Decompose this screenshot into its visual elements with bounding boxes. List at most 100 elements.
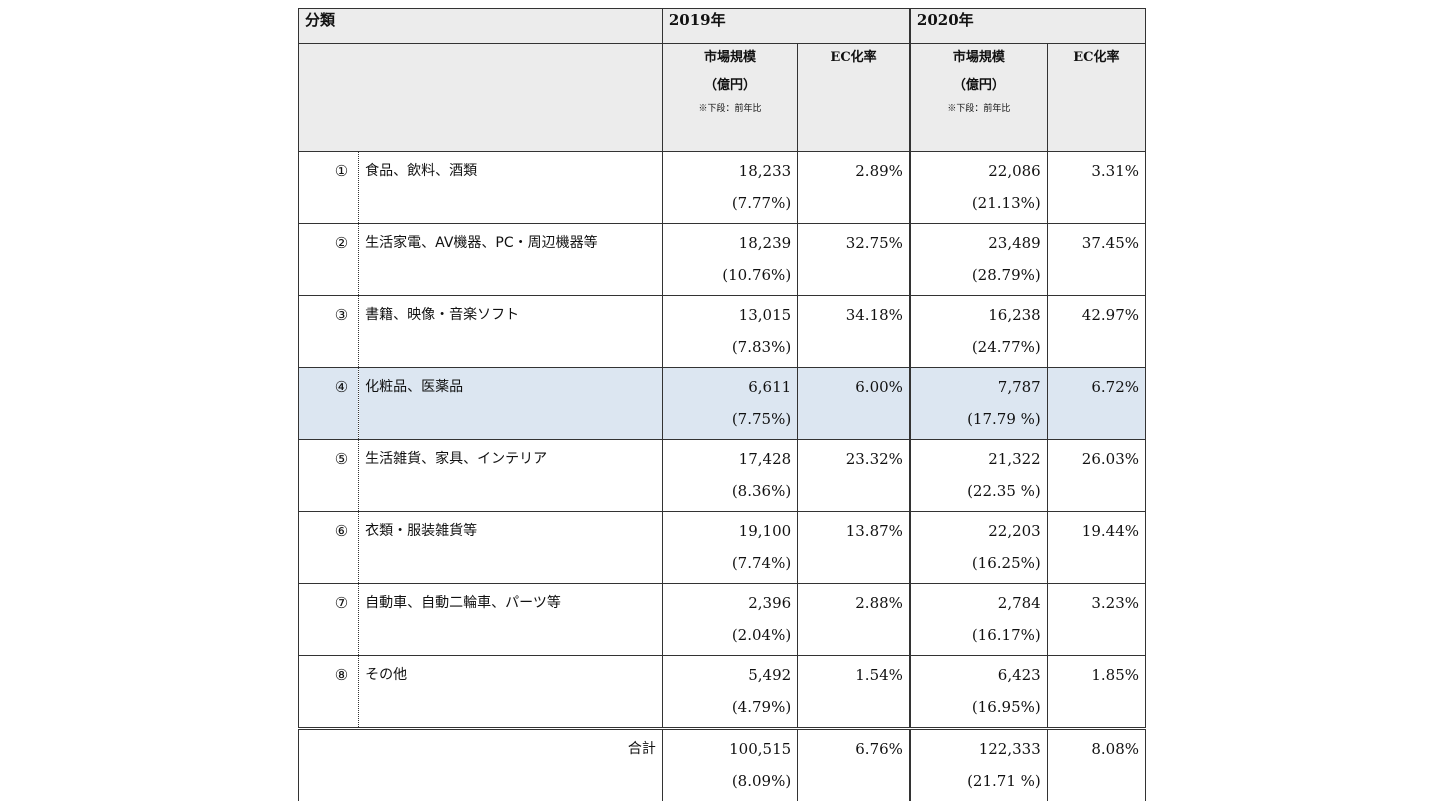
category-header: 分類 bbox=[298, 8, 663, 44]
market-size-label: 市場規模 bbox=[952, 50, 1005, 65]
ec-rate-2019-cell: 6.00% bbox=[797, 367, 911, 440]
market-size-2019-cell-value: 17,428 bbox=[738, 450, 792, 468]
row-number: ① bbox=[297, 151, 360, 224]
header-row-years: 分類 2019年 2020年 bbox=[298, 8, 1146, 44]
row-number: ④ bbox=[297, 367, 360, 440]
market-size-2019-cell-value: (8.36%) bbox=[731, 482, 792, 500]
market-size-2020-header: 市場規模 （億円） ※下段：前年比 bbox=[908, 43, 1048, 152]
ec-rate-2019-header: EC化率 bbox=[797, 43, 911, 152]
market-size-2020-cell-value: (22.35 %) bbox=[967, 482, 1041, 500]
market-size-2020-cell-value: 22,086 bbox=[988, 162, 1041, 180]
total-label: 合計 bbox=[298, 727, 663, 801]
total-ec-rate-2020: 8.08% bbox=[1046, 727, 1147, 801]
ec-rate-2020-header: EC化率 bbox=[1046, 43, 1147, 152]
row-category: 書籍、映像・音楽ソフト bbox=[358, 295, 663, 368]
market-size-2019-cell: 6,611 (7.75%) bbox=[661, 367, 799, 440]
market-size-2020-cell-value: 23,489 bbox=[988, 234, 1041, 252]
unit-label: （億円） bbox=[704, 78, 757, 93]
market-size-2019-cell: 18,233 (7.77%) bbox=[661, 151, 799, 224]
market-size-2020-cell-value: (28.79%) bbox=[971, 266, 1041, 284]
market-size-2019-header: 市場規模 （億円） ※下段：前年比 bbox=[661, 43, 799, 152]
market-size-2020-cell-value: (21.13%) bbox=[971, 194, 1041, 212]
market-size-2020-cell-value: 21,322 bbox=[988, 450, 1041, 468]
total-market-size-2019-value: 100,515 bbox=[729, 740, 792, 758]
year-2019-header: 2019年 bbox=[661, 8, 911, 44]
table-row: ③ 書籍、映像・音楽ソフト 13,015 (7.83%) 34.18% 16,238 (24… bbox=[297, 295, 1147, 368]
market-size-2019-cell: 2,396 (2.04%) bbox=[661, 583, 799, 656]
ec-rate-2019-cell: 1.54% bbox=[797, 655, 911, 729]
table-row: ⑥ 衣類・服装雑貨等 19,100 (7.74%) 13.87% 22,203 (16.25… bbox=[297, 511, 1147, 584]
market-size-2020-cell: 21,322 (22.35 %) bbox=[908, 439, 1048, 512]
table-row: ⑧ その他 5,492 (4.79%) 1.54% 6,423 (16.95%) 1.85% bbox=[297, 655, 1147, 729]
ec-rate-2020-cell: 26.03% bbox=[1046, 439, 1147, 512]
market-size-2020-cell-value: (16.95%) bbox=[971, 698, 1041, 716]
market-size-2020-cell-value: 7,787 bbox=[997, 378, 1041, 396]
table-row: ⑤ 生活雑貨、家具、インテリア 17,428 (8.36%) 23.32% 21,322 (… bbox=[297, 439, 1147, 512]
market-size-2020-cell-value: (24.77%) bbox=[971, 338, 1041, 356]
ec-rate-2020-cell: 1.85% bbox=[1046, 655, 1147, 729]
header-row-columns: 市場規模 （億円） ※下段：前年比 EC化率 市場規模 （億円） ※下段：前年比… bbox=[298, 43, 1147, 152]
table-row: ① 食品、飲料、酒類 18,233 (7.77%) 2.89% 22,086 (21.13%… bbox=[297, 151, 1147, 224]
market-size-2019-cell-value: 19,100 bbox=[738, 522, 792, 540]
market-size-2019-cell: 18,239 (10.76%) bbox=[661, 223, 799, 296]
market-size-2020-cell: 22,203 (16.25%) bbox=[908, 511, 1048, 584]
header-blank-cell bbox=[298, 43, 663, 152]
ec-rate-2019-cell: 13.87% bbox=[797, 511, 911, 584]
market-size-2020-cell-value: 6,423 bbox=[997, 666, 1041, 684]
ec-rate-2020-cell: 37.45% bbox=[1046, 223, 1147, 296]
market-size-2019-cell-value: (10.76%) bbox=[722, 266, 792, 284]
market-size-2019-cell-value: (7.74%) bbox=[731, 554, 792, 572]
row-number: ⑦ bbox=[297, 583, 360, 656]
row-category: 生活雑貨、家具、インテリア bbox=[358, 439, 663, 512]
market-size-2019-cell-value: (7.83%) bbox=[731, 338, 792, 356]
row-category: 衣類・服装雑貨等 bbox=[358, 511, 663, 584]
row-number: ⑧ bbox=[297, 655, 360, 729]
market-size-2020-cell-value: 22,203 bbox=[988, 522, 1041, 540]
market-size-2019-cell: 17,428 (8.36%) bbox=[661, 439, 799, 512]
market-size-2020-cell: 23,489 (28.79%) bbox=[908, 223, 1048, 296]
ec-market-table: 分類 2019年 2020年 市場規模 （億円） ※下段：前年比 EC化率 市場… bbox=[297, 8, 1147, 801]
market-size-2019-cell-value: 18,239 bbox=[738, 234, 792, 252]
market-size-2020-cell-value: 2,784 bbox=[997, 594, 1041, 612]
row-category: 食品、飲料、酒類 bbox=[358, 151, 663, 224]
total-market-size-2019: 100,515 (8.09%) bbox=[661, 727, 799, 801]
market-size-2019-cell-value: (4.79%) bbox=[731, 698, 792, 716]
note-label: ※下段：前年比 bbox=[698, 104, 762, 114]
unit-label: （億円） bbox=[952, 78, 1005, 93]
market-size-2020-cell-value: (16.17%) bbox=[971, 626, 1041, 644]
market-size-2020-cell: 2,784 (16.17%) bbox=[908, 583, 1048, 656]
market-size-2019-cell-value: 5,492 bbox=[748, 666, 792, 684]
ec-rate-2019-cell: 2.88% bbox=[797, 583, 911, 656]
ec-rate-2019-cell: 32.75% bbox=[797, 223, 911, 296]
market-size-2019-cell-value: 6,611 bbox=[748, 378, 792, 396]
table-row: ④ 化粧品、医薬品 6,611 (7.75%) 6.00% 7,787 (17.79 %) 6… bbox=[297, 367, 1147, 440]
ec-rate-2020-cell: 3.31% bbox=[1046, 151, 1147, 224]
ec-rate-2019-cell: 2.89% bbox=[797, 151, 911, 224]
market-size-2019-cell-value: (2.04%) bbox=[731, 626, 792, 644]
market-size-label: 市場規模 bbox=[704, 50, 757, 65]
market-size-2019-cell: 5,492 (4.79%) bbox=[661, 655, 799, 729]
row-number: ② bbox=[297, 223, 360, 296]
row-category: 化粧品、医薬品 bbox=[358, 367, 663, 440]
row-number: ⑥ bbox=[297, 511, 360, 584]
market-size-2019-cell-value: (7.77%) bbox=[731, 194, 792, 212]
market-size-2020-cell: 7,787 (17.79 %) bbox=[908, 367, 1048, 440]
row-number: ③ bbox=[297, 295, 360, 368]
row-category: その他 bbox=[358, 655, 663, 729]
row-number: ⑤ bbox=[297, 439, 360, 512]
market-size-2019-cell: 19,100 (7.74%) bbox=[661, 511, 799, 584]
market-size-2019-cell-value: 13,015 bbox=[738, 306, 792, 324]
year-2020-header: 2020年 bbox=[908, 8, 1146, 44]
total-market-size-2020: 122,333 (21.71 %) bbox=[908, 727, 1048, 801]
ec-rate-2019-cell: 34.18% bbox=[797, 295, 911, 368]
market-size-2019-cell-value: (7.75%) bbox=[731, 410, 792, 428]
market-size-2019-cell: 13,015 (7.83%) bbox=[661, 295, 799, 368]
row-category: 自動車、自動二輪車、パーツ等 bbox=[358, 583, 663, 656]
total-market-size-2020-value: 122,333 bbox=[978, 740, 1041, 758]
market-size-2020-cell-value: 16,238 bbox=[988, 306, 1041, 324]
market-size-2020-cell: 22,086 (21.13%) bbox=[908, 151, 1048, 224]
ec-rate-2020-cell: 19.44% bbox=[1046, 511, 1147, 584]
total-row: 合計 100,515 (8.09%) 6.76% 122,333 (21.71 %) 8.0… bbox=[298, 727, 1147, 801]
ec-rate-2020-cell: 3.23% bbox=[1046, 583, 1147, 656]
